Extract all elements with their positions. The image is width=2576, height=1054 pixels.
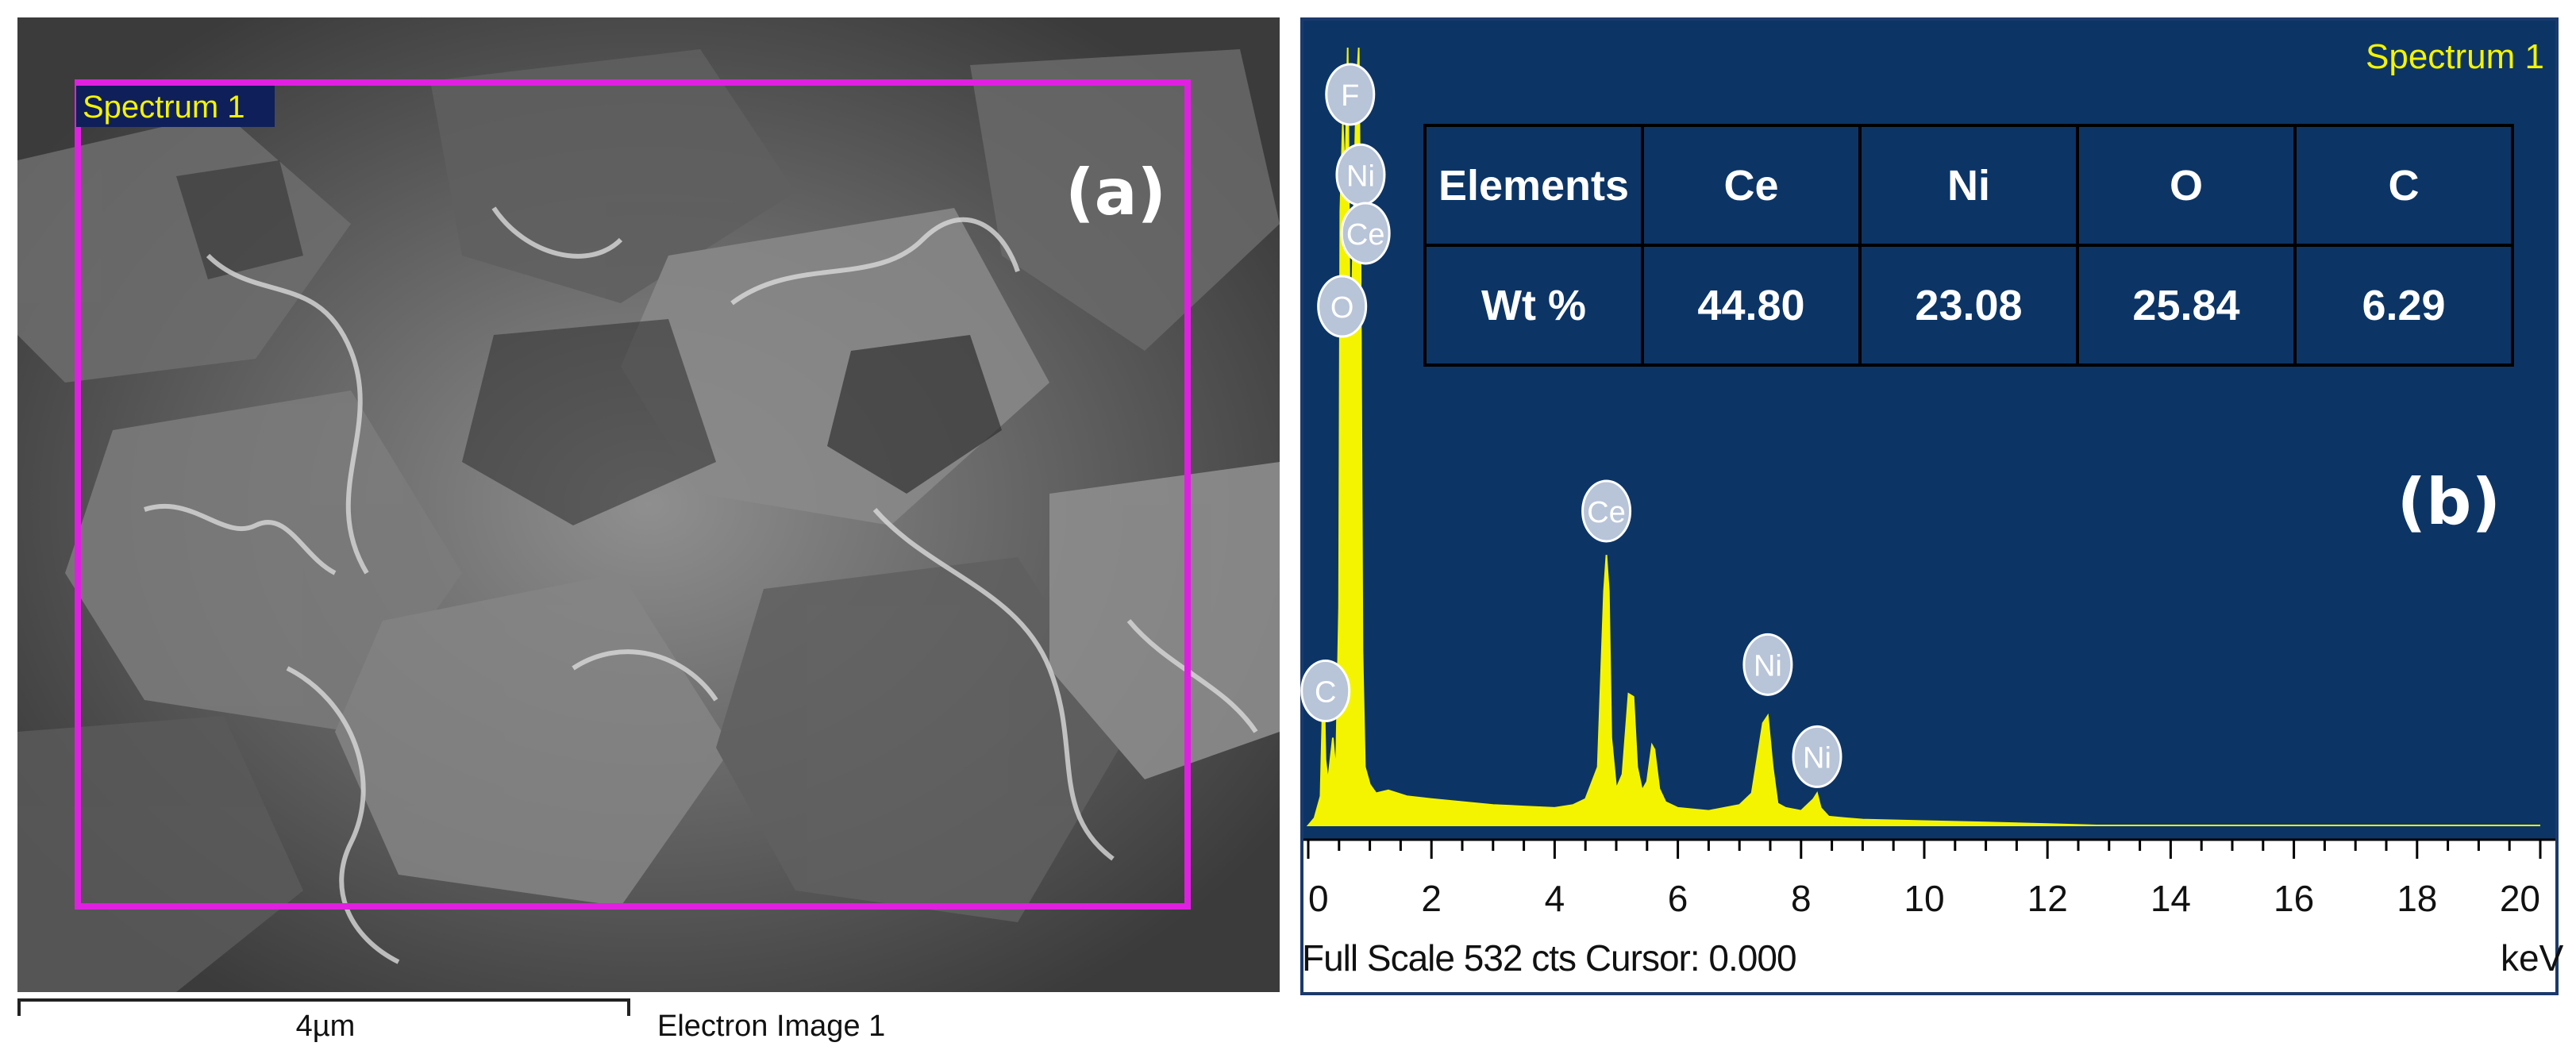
x-tick-label: 0 xyxy=(1308,878,1329,919)
peak-label-text: Ni xyxy=(1346,160,1375,193)
peak-label-marker xyxy=(1317,275,1368,338)
panel-a-label: (a) xyxy=(1065,156,1166,229)
peak-label-marker xyxy=(1581,479,1632,543)
peak-label-ce: Ce xyxy=(1340,202,1391,265)
scale-bar xyxy=(17,998,630,1016)
peak-label-c: C xyxy=(1300,660,1351,723)
peak-label-marker xyxy=(1792,725,1842,788)
peak-label-marker xyxy=(1325,63,1376,126)
peak-label-ni: Ni xyxy=(1335,143,1386,206)
peak-label-ni: Ni xyxy=(1742,633,1793,696)
roi-label: Spectrum 1 xyxy=(83,90,245,125)
table-cell: Ni xyxy=(1858,124,2079,247)
spectrum-footer: Full Scale 532 cts Cursor: 0.000 xyxy=(1302,937,1797,979)
sem-image-panel: Spectrum 1 (a) xyxy=(17,17,1280,992)
peak-label-f: F xyxy=(1325,63,1376,126)
x-axis-unit: keV xyxy=(2501,937,2564,979)
peak-label-ni: Ni xyxy=(1792,725,1842,788)
spectrum-series-0 xyxy=(1306,47,2540,826)
spectrum-title: Spectrum 1 xyxy=(2366,37,2544,76)
table-cell: C xyxy=(2293,124,2514,247)
peak-label-text: Ce xyxy=(1346,218,1385,252)
table-cell: Wt % xyxy=(1423,244,1644,367)
table-cell: Ce xyxy=(1641,124,1862,247)
peak-label-text: Ni xyxy=(1754,649,1782,683)
x-tick-label: 2 xyxy=(1421,878,1442,919)
x-axis-band xyxy=(1303,840,2555,992)
peak-label-ce: Ce xyxy=(1581,479,1632,543)
x-tick-label: 20 xyxy=(2500,878,2540,919)
table-cell: 25.84 xyxy=(2076,244,2297,367)
peak-label-marker xyxy=(1340,202,1391,265)
x-tick-label: 10 xyxy=(1904,878,1944,919)
table-cell: 23.08 xyxy=(1858,244,2079,367)
peak-label-text: F xyxy=(1341,79,1359,113)
table-cell: 6.29 xyxy=(2293,244,2514,367)
peak-label-text: O xyxy=(1330,291,1354,325)
roi-label-bg xyxy=(76,86,275,127)
panel-b-label: (b) xyxy=(2397,465,2501,539)
x-tick-label: 8 xyxy=(1791,878,1812,919)
x-tick-label: 18 xyxy=(2397,878,2437,919)
roi-box xyxy=(75,79,1191,910)
table-row: Wt % 44.80 23.08 25.84 6.29 xyxy=(1423,244,2514,367)
peak-label-text: Ce xyxy=(1587,496,1626,529)
composition-table: Elements Ce Ni O C Wt % 44.80 23.08 25.8… xyxy=(1423,124,2514,367)
peak-label-marker xyxy=(1742,633,1793,696)
peak-label-text: Ni xyxy=(1803,741,1831,775)
table-header-row: Elements Ce Ni O C xyxy=(1423,124,2514,247)
sem-micrograph: Spectrum 1 (a) xyxy=(17,17,1280,992)
scale-bar-label: 4µm xyxy=(295,1010,356,1043)
x-tick-label: 14 xyxy=(2151,878,2191,919)
peak-label-marker xyxy=(1300,660,1351,723)
x-tick-label: 4 xyxy=(1545,878,1565,919)
x-tick-label: 16 xyxy=(2274,878,2314,919)
x-tick-label: 12 xyxy=(2027,878,2068,919)
table-cell: O xyxy=(2076,124,2297,247)
table-cell: Elements xyxy=(1423,124,1644,247)
table-cell: 44.80 xyxy=(1641,244,1862,367)
peak-label-text: C xyxy=(1315,676,1336,710)
peak-label-o: O xyxy=(1317,275,1368,338)
electron-image-title: Electron Image 1 xyxy=(657,1010,886,1043)
x-tick-label: 6 xyxy=(1668,878,1688,919)
